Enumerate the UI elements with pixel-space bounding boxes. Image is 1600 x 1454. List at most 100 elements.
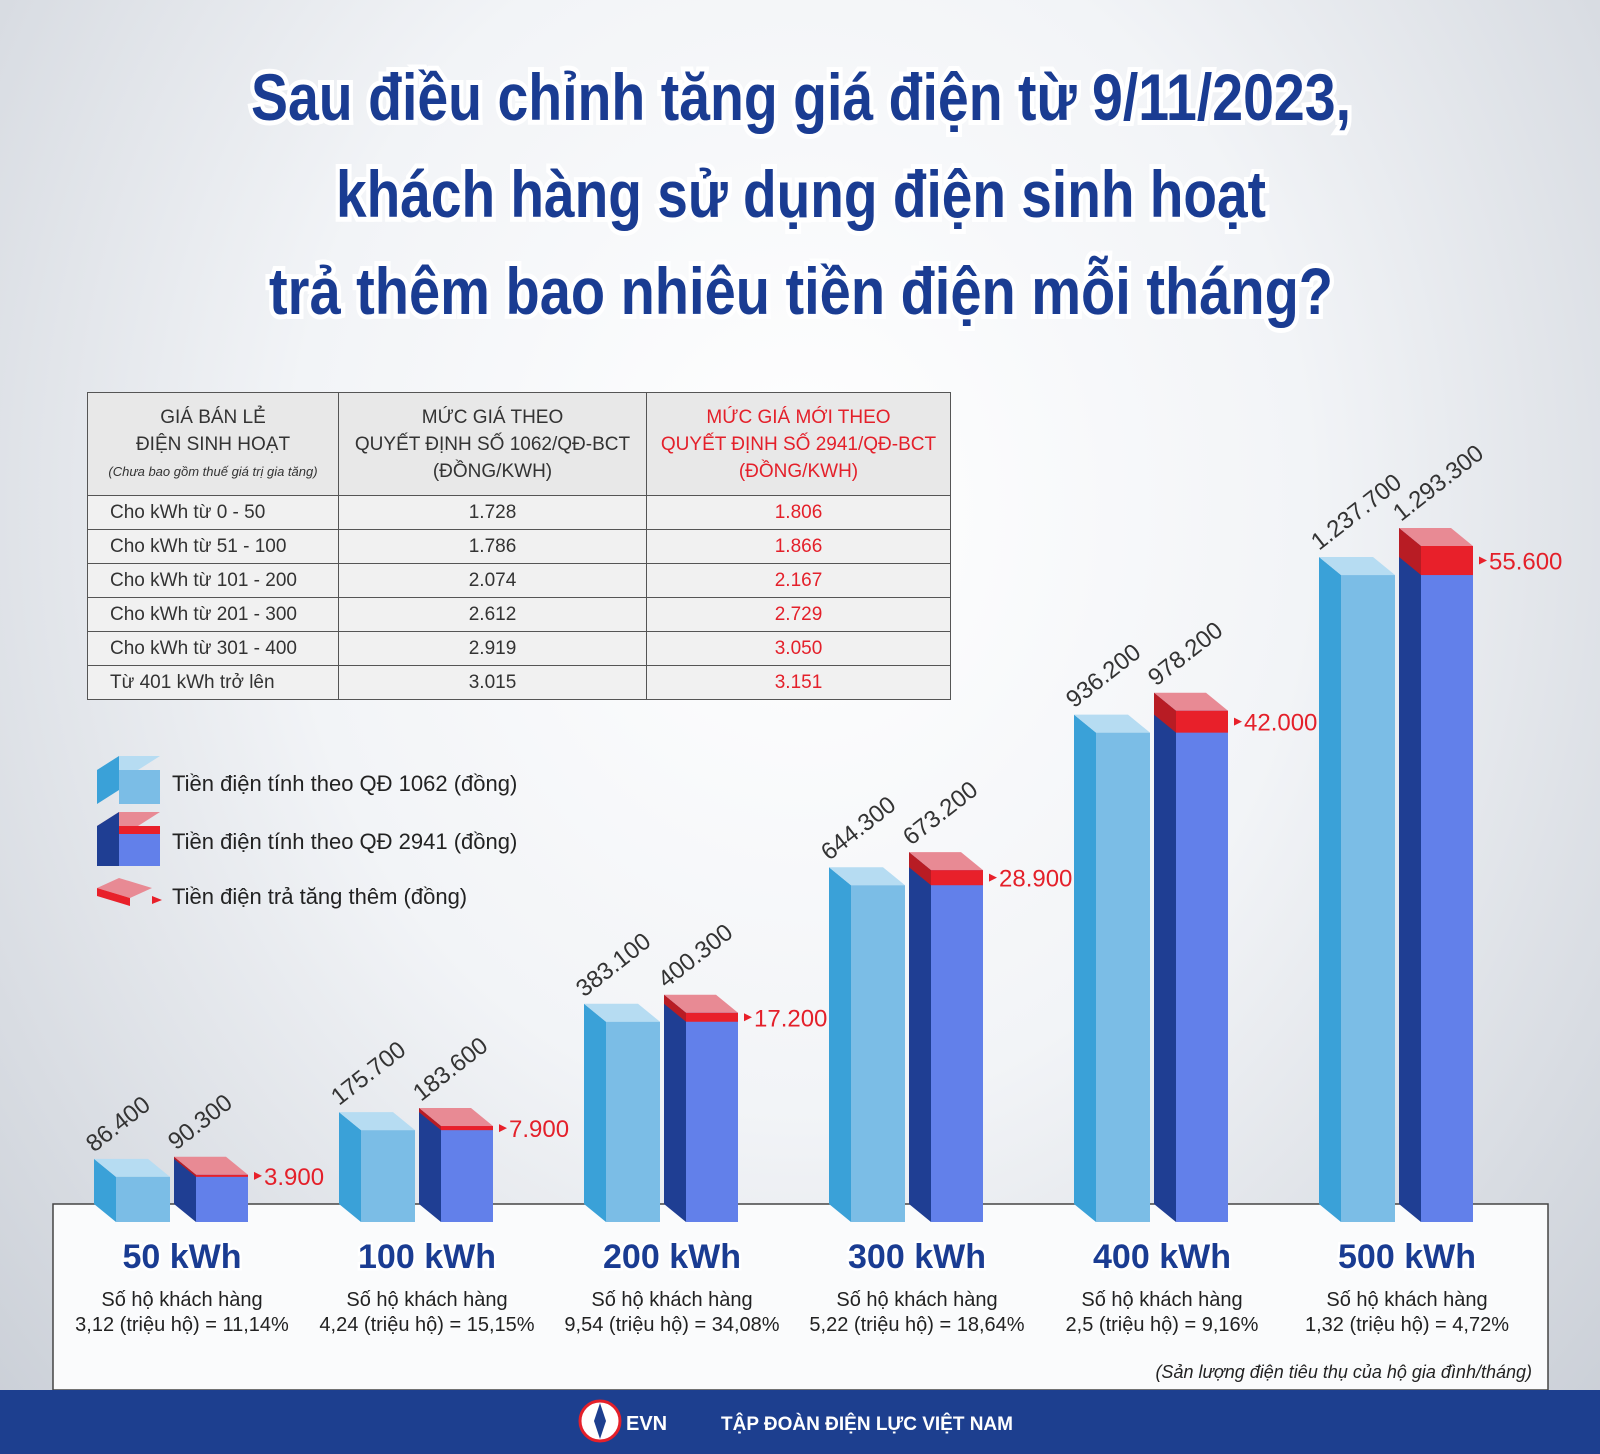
bar-top — [339, 1112, 415, 1131]
increase-label: 3.900 — [264, 1164, 324, 1191]
value-label: 1.293.300 — [1388, 440, 1489, 527]
legend-swatch — [119, 826, 160, 834]
bar — [361, 1130, 415, 1222]
increase-side — [174, 1156, 196, 1177]
category-note: 2,5 (triệu hộ) = 9,16% — [1066, 1314, 1259, 1336]
bar-side — [664, 994, 686, 1222]
bar — [931, 870, 983, 1222]
header-text: (ĐỒNG/KWH) — [738, 460, 859, 482]
increase-segment — [196, 1174, 248, 1177]
table-cell: 3.151 — [646, 665, 951, 700]
value-label: 673.200 — [898, 776, 983, 851]
bar-top — [664, 994, 738, 1013]
bar — [196, 1174, 248, 1222]
legend-label: Tiền điện tính theo QĐ 1062 (đồng) — [172, 771, 517, 796]
increase-side — [664, 994, 686, 1022]
bar-side — [1154, 692, 1176, 1222]
category-note: Số hộ khách hàng — [346, 1289, 507, 1311]
table-cell: Cho kWh từ 51 - 100 — [87, 529, 339, 564]
bar-side — [829, 867, 851, 1222]
header-text: MỨC GIÁ MỚI THEO — [706, 406, 891, 428]
title-line: Sau điều chỉnh tăng giá điện từ 9/11/202… — [251, 60, 1351, 134]
table-cell: 1.728 — [338, 495, 647, 530]
value-label: 978.200 — [1143, 617, 1228, 692]
bar — [116, 1176, 170, 1222]
legend-label: Tiền điện trả tăng thêm (đồng) — [172, 884, 467, 909]
table-row: Cho kWh từ 0 - 50 1.728 1.806 — [87, 495, 951, 530]
bar-top — [94, 1158, 170, 1177]
category-label: 100 kWh — [358, 1238, 496, 1276]
category-note: 1,32 (triệu hộ) = 4,72% — [1305, 1314, 1509, 1336]
bar — [851, 885, 905, 1222]
table-cell: Cho kWh từ 0 - 50 — [87, 495, 339, 530]
legend: Tiền điện tính theo QĐ 1062 (đồng) Tiền … — [97, 756, 517, 909]
header-text: QUYẾT ĐỊNH SỐ 1062/QĐ-BCT — [354, 433, 631, 455]
bar-side — [909, 852, 931, 1222]
table-row: Cho kWh từ 51 - 100 1.786 1.866 — [87, 529, 951, 564]
bar — [441, 1126, 493, 1222]
table-row: Cho kWh từ 101 - 200 2.074 2.167 — [87, 563, 951, 598]
value-label: 644.300 — [816, 791, 901, 866]
table-cell: 2.167 — [646, 563, 951, 598]
legend-arrow — [152, 896, 162, 904]
table-cell: 2.729 — [646, 597, 951, 632]
category-label: 300 kWh — [848, 1238, 986, 1276]
increase-label: 17.200 — [754, 1005, 827, 1032]
org-name: TẬP ĐOÀN ĐIỆN LỰC VIỆT NAM — [721, 1413, 1013, 1435]
category-label: 400 kWh — [1093, 1238, 1231, 1276]
value-label: 1.237.700 — [1306, 469, 1407, 556]
bar — [1176, 710, 1228, 1222]
increase-arrow — [989, 873, 997, 882]
increase-segment — [1176, 710, 1228, 733]
increase-arrow — [1479, 556, 1487, 565]
header-text: (ĐỒNG/KWH) — [432, 460, 553, 482]
price-table: GIÁ BÁN LẺ ĐIỆN SINH HOẠT (Chưa bao gồm th… — [87, 392, 951, 700]
bar — [686, 1012, 738, 1222]
increase-side — [419, 1108, 441, 1131]
table-cell: 3.015 — [338, 665, 647, 700]
category-note: 4,24 (triệu hộ) = 15,15% — [319, 1314, 534, 1336]
table-cell: 1.806 — [646, 495, 951, 530]
increase-segment — [686, 1012, 738, 1022]
increase-arrow — [744, 1013, 752, 1022]
bar-side — [1399, 528, 1421, 1222]
header-text: (Chưa bao gồm thuế giá trị gia tăng) — [108, 463, 318, 479]
increase-side — [909, 852, 931, 886]
increase-label: 42.000 — [1244, 710, 1317, 737]
value-label: 936.200 — [1061, 639, 1146, 714]
category-note: 9,54 (triệu hộ) = 34,08% — [564, 1314, 779, 1336]
increase-side — [1154, 692, 1176, 733]
legend-label: Tiền điện tính theo QĐ 2941 (đồng) — [172, 829, 517, 854]
increase-arrow — [1234, 717, 1242, 726]
category-label: 500 kWh — [1338, 1238, 1476, 1276]
bar-top — [829, 867, 905, 886]
increase-arrow — [499, 1124, 507, 1133]
table-cell: 2.919 — [338, 631, 647, 666]
table-cell: 2.612 — [338, 597, 647, 632]
bar — [606, 1021, 660, 1222]
bar-side — [174, 1156, 196, 1222]
header-text: ĐIỆN SINH HOẠT — [135, 433, 291, 455]
legend-swatch — [97, 878, 152, 898]
bar-top — [419, 1108, 493, 1127]
table-cell: 1.866 — [646, 529, 951, 564]
header-row: GIÁ BÁN LẺ ĐIỆN SINH HOẠT (Chưa bao gồm th… — [87, 392, 951, 496]
bar-top — [1399, 528, 1473, 546]
value-label: 383.100 — [571, 928, 656, 1003]
bar — [1341, 575, 1395, 1222]
increase-segment — [441, 1126, 493, 1131]
legend-swatch — [97, 888, 130, 906]
legend-swatch — [119, 770, 160, 804]
table-cell: 3.050 — [646, 631, 951, 666]
table-cell: 2.074 — [338, 563, 647, 598]
table-cell: 1.786 — [338, 529, 647, 564]
logo-text: EVN — [626, 1413, 667, 1435]
bar-side — [94, 1158, 116, 1222]
increase-side — [1399, 528, 1421, 576]
value-label: 90.300 — [163, 1089, 237, 1155]
header-cell: MỨC GIÁ MỚI THEO QUYẾT ĐỊNH SỐ 2941/QĐ-BC… — [646, 392, 951, 496]
bar-top — [1154, 692, 1228, 711]
value-label: 183.600 — [408, 1032, 493, 1107]
bar-top — [584, 1003, 660, 1022]
